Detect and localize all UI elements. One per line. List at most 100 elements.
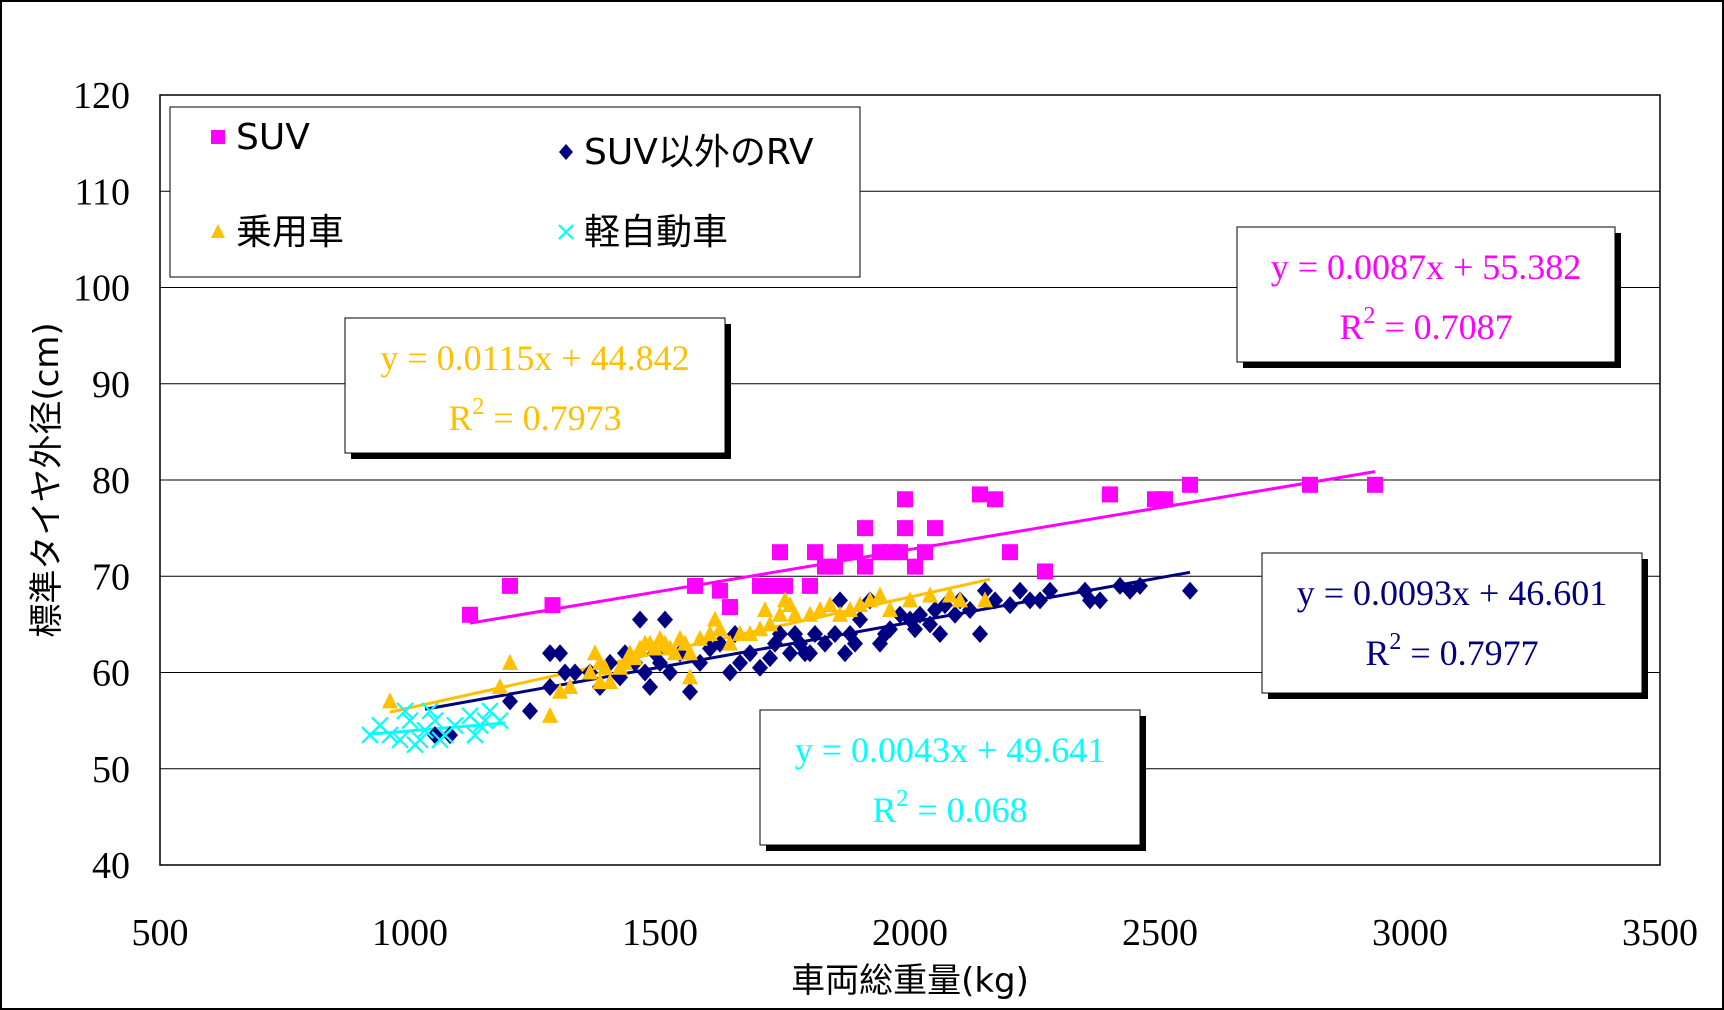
data-point-triangle	[647, 639, 663, 656]
data-point-triangle	[597, 658, 613, 675]
data-point-triangle	[627, 649, 643, 666]
data-point-square	[687, 577, 703, 594]
data-point-square	[722, 599, 738, 616]
data-point-triangle	[702, 625, 718, 641]
trendline-equation: y = 0.0115x + 44.842	[380, 338, 689, 378]
data-point-diamond	[657, 610, 673, 629]
r-squared-superscript: 2	[896, 786, 908, 812]
data-point-triangle	[922, 586, 938, 603]
data-point-square	[1102, 486, 1118, 503]
data-point-triangle	[842, 600, 858, 617]
data-point-diamond	[1022, 591, 1038, 610]
data-point-diamond	[567, 663, 583, 682]
data-point-diamond	[732, 653, 748, 672]
r-squared-label: R	[1365, 633, 1389, 673]
y-axis-title: 標準タイヤ外径(cm)	[27, 322, 67, 637]
x-tick-label: 500	[132, 912, 189, 954]
data-point-diamond	[502, 692, 518, 711]
data-point-triangle	[832, 605, 848, 622]
x-tick-label: 1500	[622, 912, 698, 954]
data-point-x	[421, 702, 439, 720]
data-point-diamond	[977, 581, 993, 600]
data-point-diamond	[882, 620, 898, 639]
data-point-triangle	[862, 591, 878, 608]
data-point-triangle	[562, 677, 578, 694]
x-tick-label: 3000	[1372, 912, 1448, 954]
data-point-triangle	[787, 605, 803, 622]
data-point-triangle	[902, 591, 918, 608]
legend-box	[169, 106, 861, 278]
y-tick-label: 40	[92, 845, 130, 887]
data-point-diamond	[652, 653, 668, 672]
x-tick-label: 3500	[1622, 912, 1698, 954]
data-point-square	[1002, 544, 1018, 561]
y-tick-label: 90	[92, 364, 130, 406]
data-points	[361, 476, 1383, 754]
trendline-equation: y = 0.0087x + 55.382	[1271, 247, 1582, 287]
data-point-triangle	[211, 224, 225, 238]
data-point-diamond	[802, 644, 818, 663]
r-squared-value: = 0.7087	[1375, 307, 1512, 347]
data-point-diamond	[1092, 591, 1108, 610]
data-point-diamond	[1002, 596, 1018, 615]
data-point-triangle	[942, 586, 958, 603]
legend-label: 軽自動車	[584, 212, 728, 253]
x-axis-title: 車両総重量(kg)	[791, 961, 1029, 1001]
data-point-diamond	[837, 644, 853, 663]
data-point-x	[446, 716, 464, 735]
data-point-triangle	[712, 620, 728, 637]
data-point-square	[1367, 476, 1383, 493]
data-point-triangle	[692, 629, 708, 646]
data-point-square	[502, 577, 518, 594]
data-point-square	[762, 577, 778, 594]
y-tick-labels: 40 50 60 70 80 90 100 110 120	[73, 75, 130, 887]
data-point-diamond	[642, 677, 658, 696]
data-point-diamond	[847, 634, 863, 653]
data-point-square	[987, 491, 1003, 508]
data-point-triangle	[552, 682, 568, 699]
data-point-triangle	[872, 586, 888, 603]
data-point-x	[476, 711, 494, 730]
y-tick-label: 120	[73, 75, 130, 117]
data-point-diamond	[742, 644, 758, 663]
data-point-diamond	[1182, 581, 1198, 600]
data-point-square	[907, 558, 923, 575]
data-point-diamond	[632, 610, 648, 629]
data-point-square	[972, 486, 988, 503]
data-point-square	[892, 544, 908, 561]
data-point-diamond	[782, 644, 798, 663]
r-squared-label: R	[1339, 307, 1363, 347]
data-point-triangle	[742, 625, 758, 641]
data-point-diamond	[912, 605, 928, 624]
data-point-diamond	[542, 677, 558, 696]
data-point-diamond	[542, 644, 558, 663]
data-point-square	[847, 544, 863, 561]
data-point-triangle	[852, 596, 868, 613]
data-point-square	[897, 520, 913, 537]
trendline-r-squared: R2 = 0.7087	[1339, 303, 1512, 347]
data-point-triangle	[667, 644, 683, 661]
data-point-diamond	[947, 605, 963, 624]
r-squared-superscript: 2	[1389, 629, 1401, 655]
x-tick-label: 2500	[1122, 912, 1198, 954]
data-point-triangle	[772, 605, 788, 622]
data-point-square	[857, 520, 873, 537]
data-point-triangle	[812, 600, 828, 617]
equation-box	[759, 709, 1141, 846]
data-point-diamond	[522, 702, 538, 720]
data-point-diamond	[972, 625, 988, 643]
data-point-square	[1182, 476, 1198, 493]
r-squared-label: R	[448, 398, 472, 438]
data-point-x	[491, 711, 509, 730]
data-point-diamond	[817, 634, 833, 653]
equation-box	[1236, 226, 1616, 363]
data-point-triangle	[762, 615, 778, 632]
legend-label: SUV以外のRV	[584, 132, 814, 173]
data-point-diamond	[552, 644, 568, 663]
data-point-square	[777, 577, 793, 594]
data-point-triangle	[682, 668, 698, 685]
equation-box	[1261, 552, 1643, 694]
r-squared-value: = 0.7973	[484, 398, 621, 438]
data-point-triangle	[492, 677, 508, 694]
data-point-square	[927, 520, 943, 537]
